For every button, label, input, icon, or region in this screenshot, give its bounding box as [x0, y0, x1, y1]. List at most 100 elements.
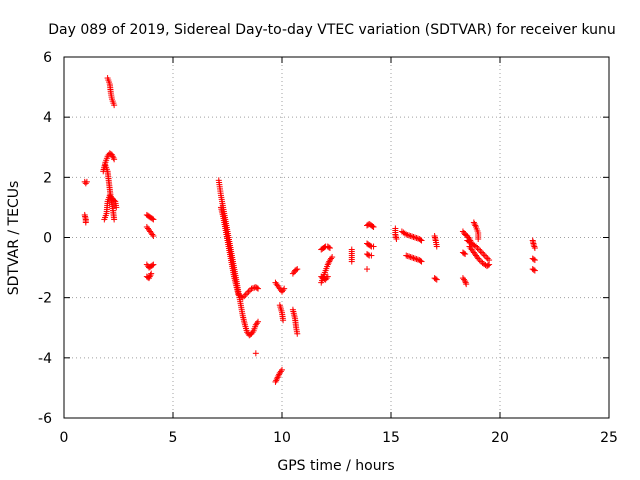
- data-point-marker: [111, 197, 118, 204]
- data-point-marker: [410, 255, 417, 262]
- data-point-marker: [294, 330, 301, 337]
- data-point-marker: [325, 244, 332, 251]
- data-point-marker: [148, 270, 155, 277]
- data-point-marker: [82, 180, 89, 187]
- data-point-marker: [433, 243, 440, 250]
- data-point-marker: [248, 285, 255, 292]
- data-point-marker: [329, 254, 336, 261]
- data-point-marker: [370, 243, 377, 250]
- data-point-marker: [410, 233, 417, 240]
- data-point-marker: [475, 236, 482, 243]
- x-tick-label: 20: [491, 430, 509, 446]
- data-point-marker: [414, 256, 421, 263]
- data-point-marker: [472, 222, 479, 229]
- data-point-marker: [413, 235, 420, 242]
- y-tick-label: -6: [38, 411, 52, 427]
- data-point-marker: [406, 253, 413, 260]
- axis-ticks: [63, 56, 610, 419]
- data-point-marker: [111, 102, 118, 109]
- grid-lines: [64, 57, 609, 418]
- x-tick-label: 5: [169, 430, 178, 446]
- x-tick-label: 25: [600, 430, 618, 446]
- data-point-marker: [461, 250, 468, 257]
- data-point-marker: [417, 257, 424, 264]
- data-point-marker: [483, 254, 490, 261]
- data-point-marker: [418, 237, 425, 244]
- y-tick-label: 4: [43, 110, 52, 126]
- data-point-marker: [111, 216, 118, 223]
- data-point-marker: [365, 251, 372, 258]
- data-point-marker: [531, 245, 538, 252]
- x-axis-label: GPS time / hours: [277, 458, 394, 474]
- chart-title: Day 089 of 2019, Sidereal Day-to-day VTE…: [48, 22, 616, 38]
- data-point-marker: [364, 266, 371, 273]
- data-point-marker: [485, 262, 492, 269]
- data-point-marker: [409, 254, 416, 261]
- data-point-marker: [531, 267, 538, 274]
- data-point-marker: [411, 234, 418, 241]
- data-point-marker: [477, 248, 484, 255]
- data-point-marker: [370, 223, 377, 230]
- data-point-marker: [407, 232, 414, 239]
- data-point-marker: [111, 156, 118, 163]
- data-point-marker: [150, 261, 157, 268]
- data-point-marker: [279, 366, 285, 373]
- y-axis-label: SDTVAR / TECUs: [6, 181, 22, 296]
- data-point-marker: [531, 243, 538, 250]
- data-point-marker: [253, 284, 260, 291]
- data-point-marker: [281, 285, 288, 292]
- data-point-marker: [404, 231, 411, 238]
- data-point-marker: [406, 232, 413, 239]
- data-point-marker: [368, 252, 375, 259]
- data-point-marker: [407, 254, 414, 261]
- data-point-marker: [113, 204, 120, 211]
- data-point-marker: [463, 281, 470, 288]
- y-tick-label: -2: [38, 291, 52, 307]
- data-point-marker: [471, 242, 478, 249]
- data-point-marker: [486, 261, 493, 268]
- data-point-marker: [403, 231, 410, 238]
- data-point-marker: [82, 219, 89, 226]
- data-point-marker: [417, 236, 424, 243]
- data-point-marker: [413, 256, 420, 263]
- data-point-marker: [244, 290, 251, 297]
- data-point-marker: [484, 255, 491, 262]
- x-axis-tick-labels: 0 5 10 15 20 25: [60, 430, 618, 446]
- data-point-marker: [478, 249, 485, 256]
- data-point-marker: [150, 216, 157, 223]
- data-point-marker: [150, 232, 157, 239]
- data-point-marker: [480, 251, 487, 258]
- data-point-marker: [433, 276, 440, 283]
- data-point-marker: [418, 258, 425, 265]
- data-point-marker: [252, 350, 259, 357]
- data-point-marker: [404, 253, 411, 260]
- data-point-marker: [324, 273, 331, 280]
- x-tick-label: 15: [382, 430, 400, 446]
- data-point-marker: [462, 251, 469, 258]
- data-point-marker: [393, 236, 400, 243]
- data-point-marker: [245, 288, 252, 295]
- data-point-marker: [530, 242, 537, 249]
- data-point-marker: [475, 246, 482, 253]
- data-point-marker: [149, 262, 156, 269]
- data-point-marker: [294, 266, 301, 273]
- x-tick-label: 0: [60, 430, 69, 446]
- data-point-marker: [241, 293, 248, 300]
- data-point-marker: [348, 258, 355, 265]
- data-point-marker: [531, 257, 538, 264]
- data-point-marker: [149, 215, 156, 222]
- data-point-marker: [83, 178, 90, 185]
- y-tick-label: -4: [38, 351, 52, 367]
- data-points: [81, 75, 538, 385]
- data-point-marker: [530, 256, 537, 263]
- y-tick-label: 2: [43, 170, 52, 186]
- y-tick-label: 6: [43, 50, 52, 66]
- y-tick-label: 0: [43, 231, 52, 247]
- data-point-marker: [369, 223, 376, 230]
- data-point-marker: [293, 266, 300, 273]
- data-point-marker: [326, 245, 333, 252]
- data-point-marker: [255, 285, 262, 292]
- data-point-marker: [432, 275, 439, 282]
- data-point-marker: [481, 252, 488, 259]
